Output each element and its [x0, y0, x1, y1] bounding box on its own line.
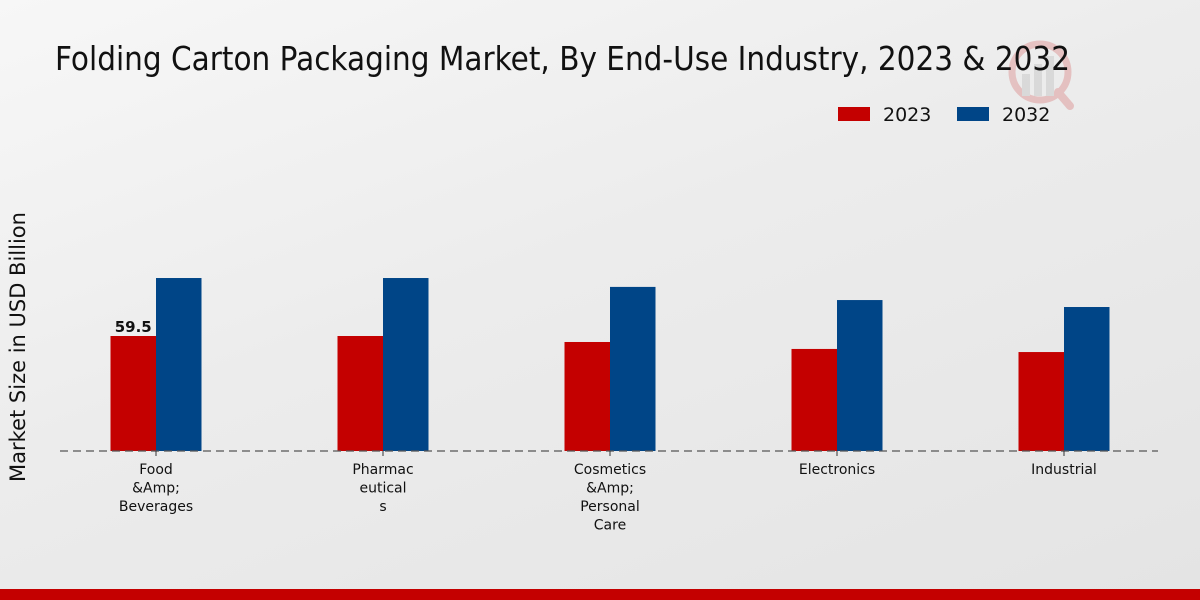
bar-2023-5[interactable] — [1018, 352, 1065, 451]
legend-item-2023[interactable]: 2023 — [838, 104, 931, 126]
x-tick-label-1: Food &Amp; Beverages — [119, 462, 193, 515]
x-axis-ticks — [155, 451, 1065, 456]
data-label-1: 59.5 — [115, 318, 152, 336]
bar-2023-1[interactable] — [110, 336, 157, 451]
legend-swatch-2032 — [957, 107, 989, 121]
chart-title: Folding Carton Packaging Market, By End-… — [55, 39, 1070, 78]
legend-item-2032[interactable]: 2032 — [957, 104, 1050, 126]
bar-2032-2[interactable] — [383, 278, 429, 451]
data-labels: 59.5 — [115, 318, 152, 336]
x-axis-tick-labels: Food &Amp; Beverages Pharmac eutical s Cosmeti… — [119, 462, 1097, 534]
bar-2032-3[interactable] — [610, 286, 656, 451]
bar-2023-3[interactable] — [564, 341, 611, 451]
legend: 2023 2032 — [838, 104, 1050, 126]
bar-2023-4[interactable] — [791, 348, 838, 451]
bars — [110, 278, 1110, 451]
legend-swatch-2023 — [838, 107, 870, 121]
watermark-logo-icon — [1008, 40, 1074, 110]
bar-2032-5[interactable] — [1064, 307, 1110, 451]
x-tick-label-3: Cosmetics &Amp; Personal Care — [574, 462, 646, 534]
legend-label-2032: 2032 — [1002, 104, 1050, 126]
x-tick-label-4: Electronics — [799, 462, 875, 478]
legend-label-2023: 2023 — [883, 104, 931, 126]
x-tick-label-5: Industrial — [1031, 462, 1097, 478]
bar-2023-2[interactable] — [337, 336, 384, 451]
bottom-accent-band — [0, 589, 1200, 600]
y-axis-label: Market Size in USD Billion — [6, 212, 30, 482]
bar-2032-4[interactable] — [837, 300, 883, 451]
x-tick-label-2: Pharmac eutical s — [352, 462, 413, 515]
bar-2032-1[interactable] — [156, 278, 202, 451]
